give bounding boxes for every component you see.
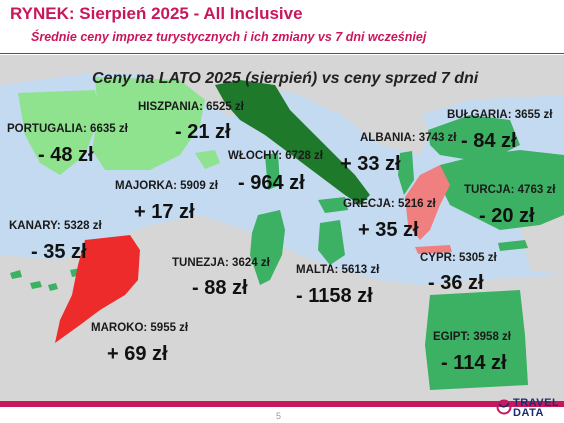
region-wlochy [215, 80, 370, 205]
change-turcja: - 20 zł [479, 205, 535, 227]
change-hiszpania: - 21 zł [175, 121, 231, 143]
land-balkans [330, 100, 430, 155]
region-sycylia [318, 197, 348, 213]
region-turcja [440, 150, 564, 230]
region-maroko [55, 235, 140, 343]
land-africa [0, 215, 564, 401]
label-hiszpania: HISZPANIA: 6525 zł [138, 101, 244, 113]
land-europe [0, 55, 564, 125]
region-kanary [10, 268, 82, 291]
map-title: Ceny na LATO 2025 (sierpień) vs ceny spr… [92, 70, 479, 87]
region-cypr [498, 240, 528, 251]
region-egipt [425, 290, 528, 390]
change-kanary: - 35 zł [31, 241, 87, 263]
label-tunezja: TUNEZJA: 3624 zł [172, 257, 270, 269]
slide-subtitle: Średnie ceny imprez turystycznych i ich … [31, 30, 427, 44]
title-divider [0, 53, 564, 54]
region-bulgaria [428, 115, 520, 160]
region-malta [318, 220, 345, 265]
label-majorka: MAJORKA: 5909 zł [115, 180, 218, 192]
mediterranean-map [0, 55, 564, 401]
logo-text-travel: TRAVEL [513, 397, 560, 409]
label-bulgaria: BUŁGARIA: 3655 zł [447, 109, 553, 121]
change-majorka: + 17 zł [134, 201, 195, 223]
label-portugalia: PORTUGALIA: 6635 zł [7, 123, 128, 135]
label-kanary: KANARY: 5328 zł [9, 220, 102, 232]
label-maroko: MAROKO: 5955 zł [91, 322, 189, 334]
change-portugalia: - 48 zł [38, 144, 94, 166]
bottom-divider [0, 401, 564, 407]
change-albania: + 33 zł [340, 153, 401, 175]
label-turcja: TURCJA: 4763 zł [464, 184, 556, 196]
change-maroko: + 69 zł [107, 343, 168, 365]
logo-text-data: DATA [513, 407, 544, 419]
change-cypr: - 36 zł [428, 272, 484, 294]
change-bulgaria: - 84 zł [461, 130, 517, 152]
label-grecja: GRECJA: 5216 zł [343, 198, 436, 210]
travel-data-logo: TRAVEL DATA [496, 396, 560, 420]
change-egipt: - 114 zł [441, 352, 507, 374]
change-grecja: + 35 zł [358, 219, 419, 241]
region-grecja [405, 165, 450, 240]
region-tunezja [250, 210, 285, 285]
region-hiszpania [92, 77, 205, 170]
region-portugalia [18, 90, 100, 175]
label-wlochy: WŁOCHY: 6728 zł [228, 150, 323, 162]
page-number: 5 [276, 411, 282, 421]
change-tunezja: - 88 zł [192, 277, 248, 299]
region-kreta [415, 245, 452, 254]
label-egipt: EGIPT: 3958 zł [433, 331, 511, 343]
change-wlochy: - 964 zł [238, 172, 305, 194]
region-sardynia [265, 153, 280, 190]
slide-title: RYNEK: Sierpień 2025 - All Inclusive [10, 4, 303, 23]
label-malta: MALTA: 5613 zł [296, 264, 380, 276]
region-majorka [195, 150, 220, 169]
label-albania: ALBANIA: 3743 zł [360, 132, 457, 144]
region-albania [398, 151, 414, 195]
change-malta: - 1158 zł [296, 285, 373, 307]
label-cypr: CYPR: 5305 zł [420, 252, 497, 264]
globe-icon [496, 399, 512, 415]
